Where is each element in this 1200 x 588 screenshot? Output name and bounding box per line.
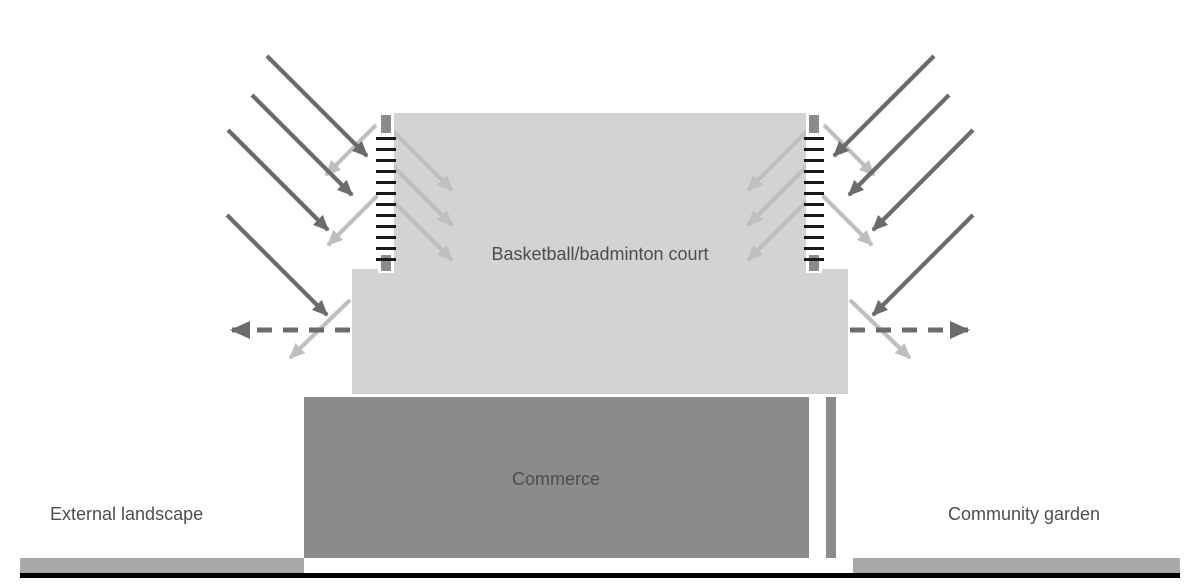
label-external-landscape: External landscape — [50, 504, 203, 524]
label-court: Basketball/badminton court — [491, 244, 708, 264]
label-commerce: Commerce — [512, 469, 600, 489]
label-community-garden: Community garden — [948, 504, 1100, 524]
section-diagram: Basketball/badminton court Commerce Extern… — [0, 0, 1200, 588]
